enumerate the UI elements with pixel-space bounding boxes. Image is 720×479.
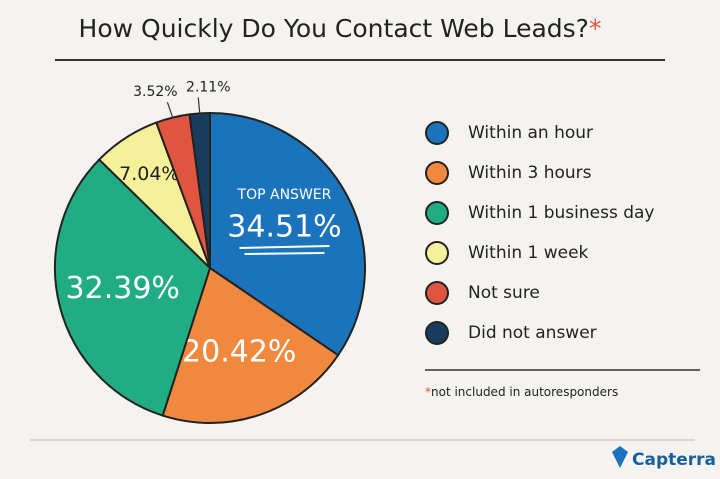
value-label: 20.42% — [182, 335, 296, 370]
brand: Capterra — [632, 450, 716, 470]
footnote: *not included in autoresponders — [425, 385, 618, 399]
legend-swatch — [425, 161, 449, 185]
value-label: 3.52% — [133, 84, 177, 100]
legend-label: Within 1 business day — [468, 203, 655, 223]
legend-label: Within 1 week — [468, 243, 589, 263]
brand-logo — [612, 446, 628, 468]
legend-label: Within 3 hours — [468, 163, 592, 183]
legend-swatch — [425, 241, 449, 265]
leader-line — [166, 102, 174, 118]
pie-slice — [54, 158, 212, 417]
annotation-underline — [239, 244, 330, 255]
title-text: How Quickly Do You Contact Web Leads? — [79, 14, 589, 43]
legend-label: Did not answer — [468, 323, 597, 343]
legend-swatch — [425, 201, 449, 225]
footnote-text: not included in autoresponders — [431, 385, 618, 399]
legend-label: Within an hour — [468, 123, 593, 143]
value-label: 34.51% — [227, 209, 341, 244]
value-label: 32.39% — [66, 271, 180, 306]
footnote-marker: * — [425, 385, 431, 399]
value-label: 2.11% — [186, 79, 230, 95]
legend-swatch — [425, 281, 449, 305]
leader-line — [197, 97, 201, 114]
annotation: TOP ANSWER — [237, 187, 332, 203]
title-marker: * — [589, 14, 602, 43]
legend-label: Not sure — [468, 283, 540, 303]
value-label: 7.04% — [119, 163, 179, 185]
chart-title: How Quickly Do You Contact Web Leads?* — [79, 14, 602, 43]
pie-slice — [161, 266, 340, 424]
legend-swatch — [425, 121, 449, 145]
legend-swatch — [425, 321, 449, 345]
pie-slice — [209, 111, 366, 357]
